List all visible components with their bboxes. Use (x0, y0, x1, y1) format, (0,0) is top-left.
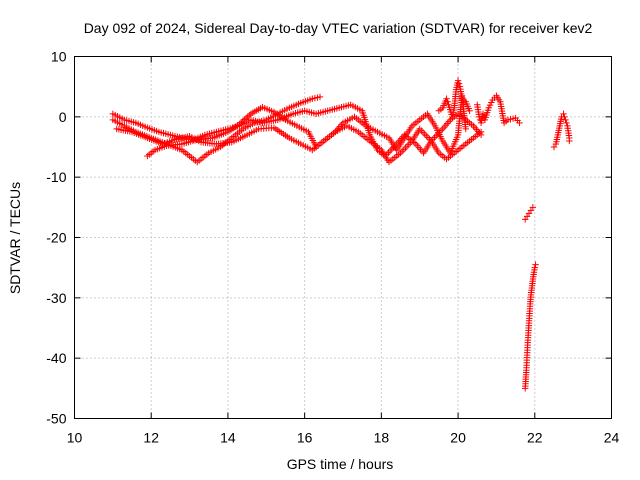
data-point (563, 119, 570, 127)
x-tick-label: 10 (67, 430, 83, 446)
x-tick-label: 24 (604, 430, 620, 446)
chart-title: Day 092 of 2024, Sidereal Day-to-day VTE… (84, 20, 593, 36)
x-tick-label: 22 (527, 430, 543, 446)
data-point (529, 204, 537, 211)
x-axis-label: GPS time / hours (287, 456, 394, 472)
grid (74, 56, 612, 419)
data-point (516, 119, 523, 127)
data-point (566, 137, 573, 145)
tick-labels: 10 12 14 16 18 20 22 24 -50 -40 -30 -20 -10 0 10 (46, 49, 619, 446)
y-tick-label: -40 (46, 350, 66, 366)
data-point (455, 80, 463, 87)
data-point (531, 264, 538, 271)
x-tick-label: 20 (450, 430, 466, 446)
data-point (462, 125, 469, 133)
ticks (74, 56, 612, 419)
x-tick-label: 12 (143, 430, 159, 446)
y-axis-label: SDTVAR / TECUs (7, 182, 23, 294)
data-point (562, 116, 569, 124)
data-point (444, 98, 451, 105)
data-point (477, 131, 485, 139)
data-point (316, 93, 324, 101)
data-point (532, 261, 539, 268)
x-tick-label: 16 (297, 430, 313, 446)
y-tick-label: -10 (46, 169, 66, 185)
data-point (443, 95, 450, 102)
y-tick-label: -50 (46, 411, 66, 427)
data-point (466, 107, 473, 114)
x-tick-label: 18 (374, 430, 390, 446)
data-point (479, 110, 487, 118)
x-tick-label: 14 (220, 430, 236, 446)
data-point (561, 113, 568, 121)
y-tick-label: 0 (59, 109, 67, 125)
y-tick-label: -20 (46, 230, 66, 246)
data-point (454, 77, 462, 84)
data-marks (109, 77, 573, 392)
data-point (560, 110, 567, 118)
y-tick-label: -30 (46, 290, 66, 306)
y-tick-label: 10 (51, 49, 67, 65)
